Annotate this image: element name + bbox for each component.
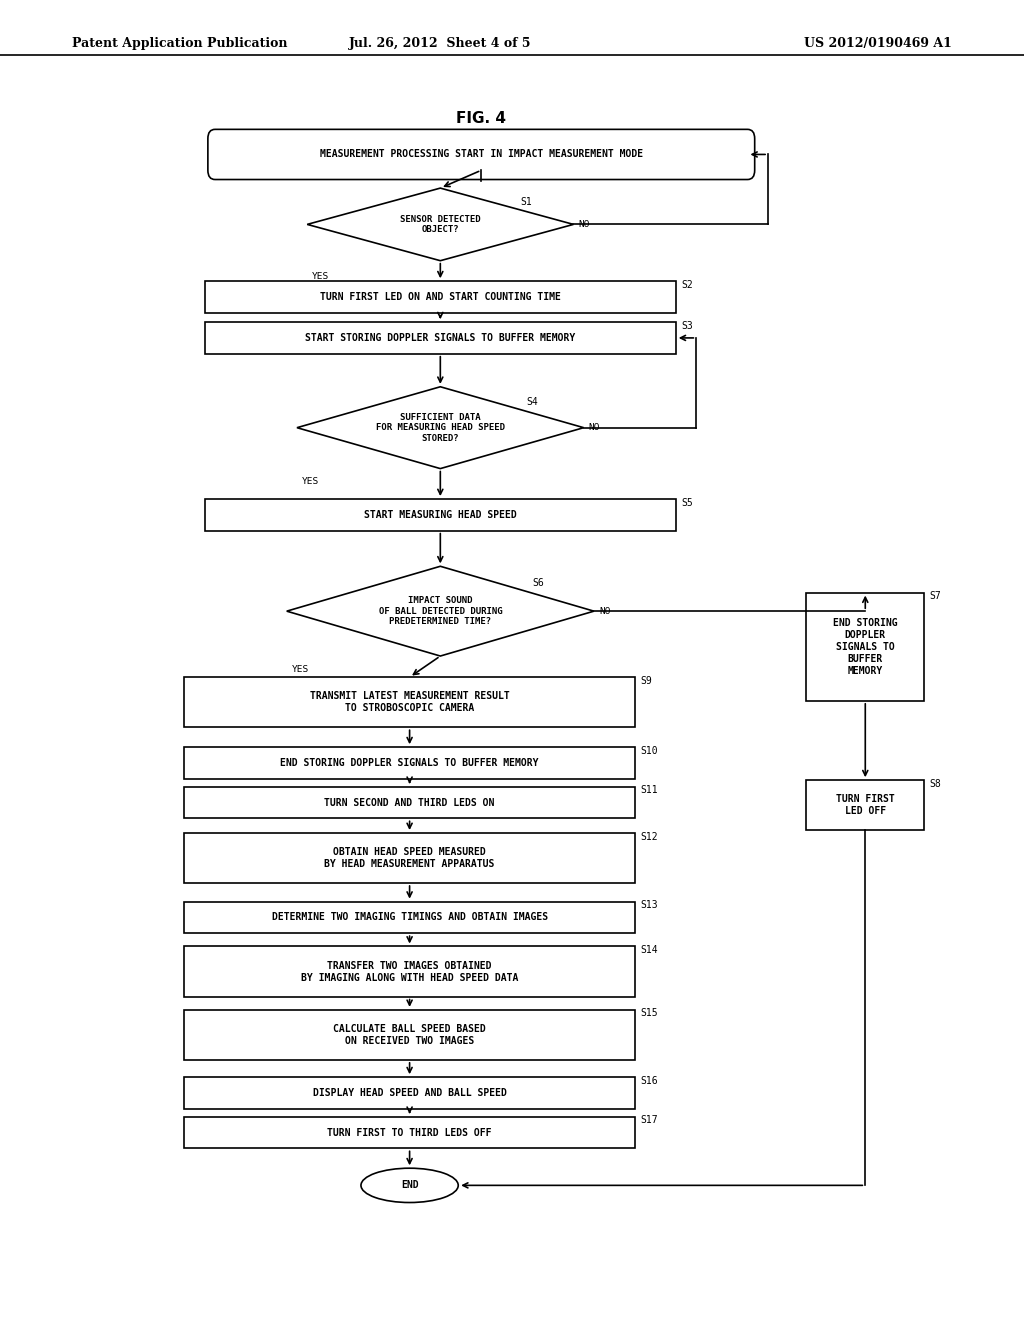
Text: TRANSMIT LATEST MEASUREMENT RESULT
TO STROBOSCOPIC CAMERA: TRANSMIT LATEST MEASUREMENT RESULT TO ST…: [309, 692, 510, 713]
FancyBboxPatch shape: [184, 677, 635, 727]
Text: YES: YES: [292, 665, 309, 673]
Text: IMPACT SOUND
OF BALL DETECTED DURING
PREDETERMINED TIME?: IMPACT SOUND OF BALL DETECTED DURING PRE…: [379, 597, 502, 626]
Polygon shape: [287, 566, 594, 656]
Text: TURN FIRST TO THIRD LEDS OFF: TURN FIRST TO THIRD LEDS OFF: [328, 1127, 492, 1138]
Text: S16: S16: [640, 1076, 657, 1086]
FancyBboxPatch shape: [208, 129, 755, 180]
Text: END: END: [400, 1180, 419, 1191]
Text: OBTAIN HEAD SPEED MEASURED
BY HEAD MEASUREMENT APPARATUS: OBTAIN HEAD SPEED MEASURED BY HEAD MEASU…: [325, 847, 495, 869]
FancyBboxPatch shape: [205, 281, 676, 313]
Text: TRANSFER TWO IMAGES OBTAINED
BY IMAGING ALONG WITH HEAD SPEED DATA: TRANSFER TWO IMAGES OBTAINED BY IMAGING …: [301, 961, 518, 982]
Text: DETERMINE TWO IMAGING TIMINGS AND OBTAIN IMAGES: DETERMINE TWO IMAGING TIMINGS AND OBTAIN…: [271, 912, 548, 923]
Text: MEASUREMENT PROCESSING START IN IMPACT MEASUREMENT MODE: MEASUREMENT PROCESSING START IN IMPACT M…: [319, 149, 643, 160]
FancyBboxPatch shape: [184, 1077, 635, 1109]
FancyBboxPatch shape: [205, 499, 676, 531]
Text: YES: YES: [302, 478, 319, 486]
FancyBboxPatch shape: [807, 593, 924, 701]
Text: FIG. 4: FIG. 4: [457, 111, 506, 127]
Text: Patent Application Publication: Patent Application Publication: [72, 37, 287, 50]
FancyBboxPatch shape: [184, 1117, 635, 1148]
Text: S10: S10: [640, 746, 657, 756]
Text: SUFFICIENT DATA
FOR MEASURING HEAD SPEED
STORED?: SUFFICIENT DATA FOR MEASURING HEAD SPEED…: [376, 413, 505, 442]
Text: SENSOR DETECTED
OBJECT?: SENSOR DETECTED OBJECT?: [400, 215, 480, 234]
Text: NO: NO: [579, 220, 590, 228]
FancyBboxPatch shape: [184, 747, 635, 779]
Text: S4: S4: [526, 397, 538, 407]
Text: S15: S15: [640, 1008, 657, 1019]
Text: S2: S2: [681, 280, 692, 290]
FancyBboxPatch shape: [184, 1010, 635, 1060]
Text: S12: S12: [640, 832, 657, 842]
Text: NO: NO: [589, 424, 600, 432]
Text: NO: NO: [599, 607, 610, 615]
Text: S13: S13: [640, 900, 657, 911]
Text: CALCULATE BALL SPEED BASED
ON RECEIVED TWO IMAGES: CALCULATE BALL SPEED BASED ON RECEIVED T…: [333, 1024, 486, 1045]
Text: S1: S1: [520, 197, 531, 207]
Text: S17: S17: [640, 1115, 657, 1126]
Text: S7: S7: [930, 591, 941, 602]
Polygon shape: [297, 387, 584, 469]
Text: Jul. 26, 2012  Sheet 4 of 5: Jul. 26, 2012 Sheet 4 of 5: [349, 37, 531, 50]
Text: US 2012/0190469 A1: US 2012/0190469 A1: [805, 37, 952, 50]
FancyBboxPatch shape: [184, 946, 635, 997]
Text: END STORING
DOPPLER
SIGNALS TO
BUFFER
MEMORY: END STORING DOPPLER SIGNALS TO BUFFER ME…: [833, 618, 898, 676]
Text: S8: S8: [930, 779, 941, 789]
FancyBboxPatch shape: [184, 787, 635, 818]
Text: S3: S3: [681, 321, 692, 331]
Ellipse shape: [361, 1168, 459, 1203]
FancyBboxPatch shape: [184, 902, 635, 933]
FancyBboxPatch shape: [184, 833, 635, 883]
Text: TURN FIRST LED ON AND START COUNTING TIME: TURN FIRST LED ON AND START COUNTING TIM…: [319, 292, 561, 302]
Text: START MEASURING HEAD SPEED: START MEASURING HEAD SPEED: [364, 510, 517, 520]
Text: S11: S11: [640, 785, 657, 796]
Text: DISPLAY HEAD SPEED AND BALL SPEED: DISPLAY HEAD SPEED AND BALL SPEED: [312, 1088, 507, 1098]
Text: S6: S6: [532, 578, 544, 587]
Text: S14: S14: [640, 945, 657, 956]
Polygon shape: [307, 189, 573, 261]
Text: S9: S9: [640, 676, 651, 686]
Text: YES: YES: [312, 272, 330, 281]
Text: TURN FIRST
LED OFF: TURN FIRST LED OFF: [836, 795, 895, 816]
FancyBboxPatch shape: [807, 780, 924, 830]
Text: END STORING DOPPLER SIGNALS TO BUFFER MEMORY: END STORING DOPPLER SIGNALS TO BUFFER ME…: [281, 758, 539, 768]
Text: S5: S5: [681, 498, 692, 508]
Text: TURN SECOND AND THIRD LEDS ON: TURN SECOND AND THIRD LEDS ON: [325, 797, 495, 808]
Text: START STORING DOPPLER SIGNALS TO BUFFER MEMORY: START STORING DOPPLER SIGNALS TO BUFFER …: [305, 333, 575, 343]
FancyBboxPatch shape: [205, 322, 676, 354]
